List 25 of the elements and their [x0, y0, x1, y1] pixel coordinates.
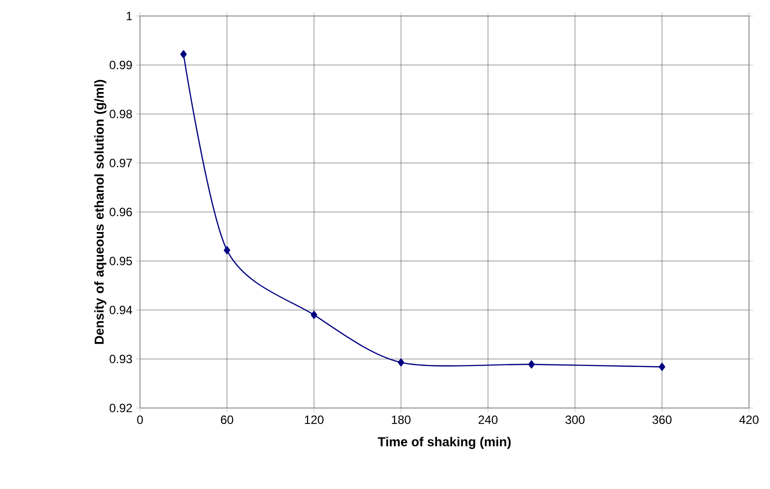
y-tick-label: 0.96 [110, 208, 132, 216]
x-tick-label: 360 [652, 416, 672, 424]
x-tick-label: 120 [304, 416, 324, 424]
point [398, 358, 404, 367]
y-tick-label: 0.92 [110, 404, 132, 412]
point [528, 360, 535, 368]
y-tick-label: 0.94 [110, 306, 132, 314]
point [180, 50, 187, 58]
y-tick-label: 0.98 [110, 110, 132, 118]
y-tick-label: 0.93 [110, 354, 132, 364]
y-tick-label: 0.99 [110, 60, 132, 70]
point [224, 246, 230, 254]
x-tick-label: 60 [220, 416, 234, 424]
y-tick-label: 1 [126, 12, 132, 20]
y-tick-label: 0.95 [110, 256, 132, 266]
x-tick-label: 420 [739, 416, 759, 424]
x-tick-label: 240 [478, 416, 498, 424]
x-tick-label: 0 [137, 416, 143, 424]
y-axis-title: Density of aqueous ethanol solution (g/ml) [94, 80, 106, 344]
point [658, 362, 666, 371]
point [310, 310, 318, 319]
x-tick-label: 300 [565, 416, 585, 424]
x-axis-title: Time of shaking (min) [378, 436, 511, 449]
x-tick-label: 180 [392, 416, 411, 424]
y-tick-label: 0.97 [110, 158, 132, 168]
